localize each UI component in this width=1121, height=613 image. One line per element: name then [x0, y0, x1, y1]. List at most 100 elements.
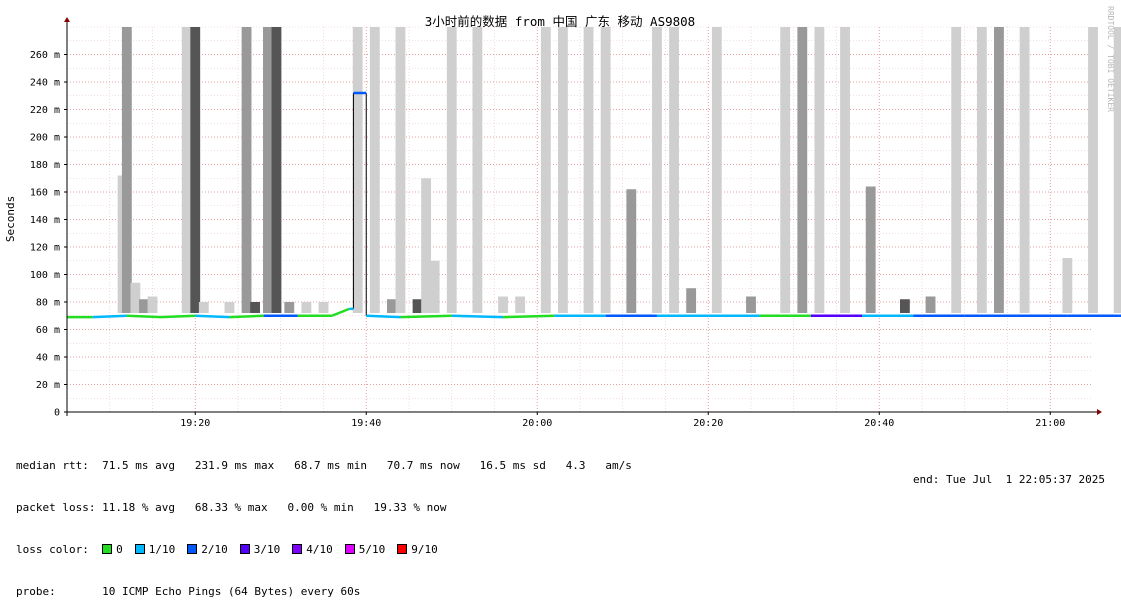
loss-legend-label: 0	[116, 543, 123, 556]
smoke-bar	[369, 27, 380, 313]
y-tick-label: 220 m	[30, 105, 60, 116]
y-tick-label: 120 m	[30, 243, 60, 254]
loss-legend-item: 1/10	[134, 543, 176, 556]
smoke-bar	[429, 260, 440, 313]
grid	[67, 26, 1093, 412]
smoke-bar	[925, 296, 936, 313]
loss-legend-item: 5/10	[344, 543, 385, 556]
y-tick-label: 160 m	[30, 188, 60, 199]
median-rtt-label: median rtt:	[16, 459, 89, 472]
smoke-bar	[472, 27, 483, 313]
y-axis-arrow	[64, 17, 70, 22]
smoke-bar	[121, 27, 132, 313]
smoke-bar	[686, 288, 697, 313]
median-segment	[451, 314, 504, 319]
smoke-bar	[395, 27, 406, 313]
median-rtt-row: median rtt: 71.5 ms avg 231.9 ms max 68.…	[16, 459, 632, 473]
smoke-bar	[224, 302, 235, 313]
loss-legend-label: 9/10	[411, 543, 438, 556]
stats-panel: median rtt: 71.5 ms avg 231.9 ms max 68.…	[16, 431, 632, 613]
smoke-bar	[498, 296, 508, 313]
smoke-bar	[865, 186, 876, 313]
smoke-bar	[198, 302, 209, 313]
y-tick-label: 80 m	[36, 298, 60, 309]
smoke-bar	[284, 302, 295, 313]
median-segment	[400, 314, 452, 319]
loss-legend-label: 2/10	[201, 543, 228, 556]
probe-label: probe:	[16, 585, 56, 598]
smoke-bar	[652, 27, 662, 313]
loss-legend-item: 0	[102, 543, 123, 556]
smoke-bar	[899, 299, 910, 313]
y-tick-labels: 0 20 m 40 m 60 m 80 m 100 m 120 m 140 m 160 m 180…	[30, 50, 60, 419]
smoke-bar	[412, 299, 423, 313]
smoke-bar	[746, 296, 756, 313]
x-tick-label: 20:00	[522, 418, 552, 429]
y-tick-label: 0	[54, 408, 60, 419]
y-tick-label: 140 m	[30, 215, 60, 226]
loss-color-legend: 0 1/10 2/10 3/10 4/10 5/10 9/10	[102, 543, 450, 556]
y-tick-label: 180 m	[30, 160, 60, 171]
median-segment	[126, 314, 162, 319]
loss-legend-label: 1/10	[148, 543, 176, 556]
smoke-bar	[241, 27, 252, 313]
smoke-bar	[840, 27, 850, 313]
end-timestamp: end: Tue Jul 1 22:05:37 2025	[912, 473, 1105, 486]
smoke-bar	[139, 299, 149, 313]
loss-legend-item: 3/10	[239, 543, 281, 556]
smoke-bar	[626, 189, 637, 313]
median-segment	[503, 314, 555, 319]
packet-loss-row: packet loss: 11.18 % avg 68.33 % max 0.0…	[16, 501, 632, 515]
y-tick-label: 100 m	[30, 270, 60, 281]
smoke-bar	[446, 27, 457, 313]
median-segment	[92, 314, 127, 319]
loss-legend-label: 4/10	[306, 543, 333, 556]
smoke-bar	[352, 27, 363, 313]
rrdtool-watermark: RRDTOOL / TOBI OETIKER	[1106, 6, 1115, 112]
loss-color-label: loss color:	[16, 543, 89, 556]
median-segment	[160, 314, 196, 319]
median-segment	[331, 307, 350, 317]
smoke-bars	[117, 27, 1121, 313]
loss-color-row: loss color: 0 1/10 2/10 3/10 4/10 5/10 9/10	[16, 543, 632, 557]
smoke-bar	[797, 27, 808, 313]
smoke-bar	[814, 27, 825, 313]
loss-swatch	[397, 544, 408, 554]
smoke-bar	[1113, 27, 1121, 313]
y-tick-label: 200 m	[30, 133, 60, 144]
x-axis-arrow	[1097, 409, 1102, 415]
smoke-bar	[951, 27, 962, 313]
median-rtt-values: 71.5 ms avg 231.9 ms max 68.7 ms min 70.…	[102, 459, 632, 472]
median-segment	[229, 314, 264, 319]
smoke-bar	[147, 296, 158, 313]
probe-row: probe: 10 ICMP Echo Pings (64 Bytes) eve…	[16, 585, 632, 599]
smoke-bar	[540, 27, 551, 313]
smoke-bar	[515, 296, 526, 313]
loss-legend-item: 2/10	[187, 543, 228, 556]
loss-legend-item: 4/10	[292, 543, 333, 556]
x-tick-labels: 19:2019:4020:0020:2020:4021:0021:2021:40…	[180, 418, 1065, 429]
loss-legend-label: 3/10	[253, 543, 281, 556]
smoke-bar	[190, 27, 201, 313]
loss-swatch	[102, 544, 113, 554]
smoke-bar	[318, 302, 329, 313]
y-tick-label: 40 m	[36, 353, 60, 364]
chart-title: 3小时前的数据 from 中国 广东 移动 AS9808	[425, 14, 695, 29]
loss-swatch	[134, 544, 145, 554]
smoke-bar	[711, 27, 722, 313]
axes	[64, 17, 1102, 416]
smoke-bar	[1062, 258, 1073, 313]
y-tick-label: 260 m	[30, 50, 60, 61]
y-tick-label: 20 m	[36, 380, 60, 391]
smoke-bar	[250, 302, 261, 313]
smoke-bar	[1019, 27, 1030, 313]
latency-chart: 3小时前的数据 from 中国 广东 移动 AS9808 Seconds RRD…	[4, 6, 1121, 429]
smoke-bar	[600, 27, 611, 313]
x-tick-label: 19:40	[351, 418, 381, 429]
smoke-bar	[130, 282, 141, 313]
smoke-bar	[583, 27, 594, 313]
packet-loss-label: packet loss:	[16, 501, 96, 514]
loss-swatch	[187, 544, 198, 554]
packet-loss-values: 11.18 % avg 68.33 % max 0.00 % min 19.33…	[102, 501, 447, 514]
loss-swatch	[239, 544, 250, 554]
